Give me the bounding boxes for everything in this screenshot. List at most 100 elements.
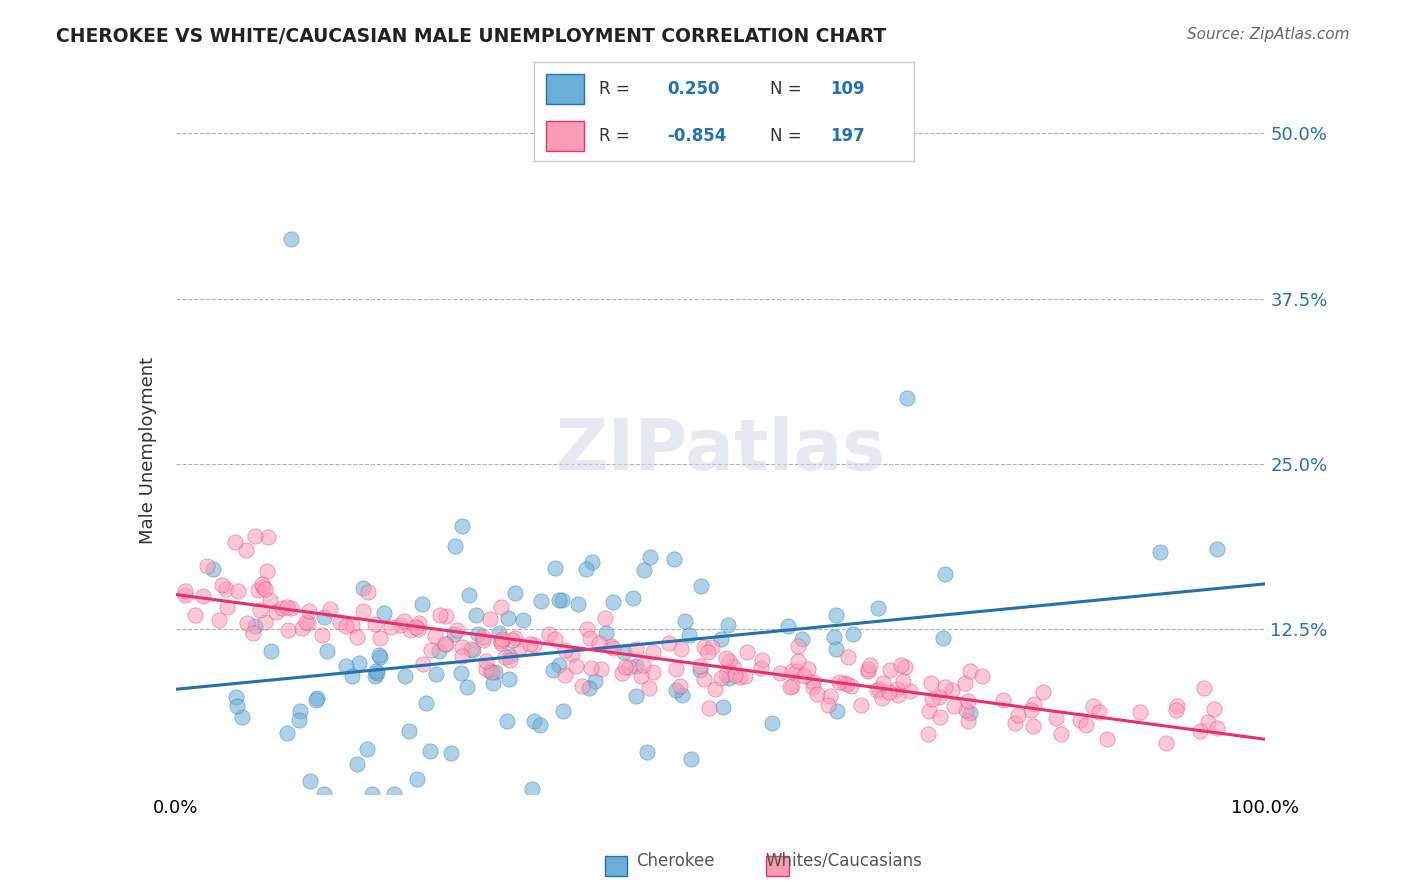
Whites/Caucasians (630, 668, 652, 682)
Whites/Caucasians (928, 690, 950, 705)
Text: Source: ZipAtlas.com: Source: ZipAtlas.com (1187, 27, 1350, 42)
Whites/Caucasians (388, 618, 411, 632)
Whites/Caucasians (886, 688, 908, 702)
Whites/Caucasians (419, 643, 441, 657)
Whites/Caucasians (408, 615, 430, 630)
Whites/Caucasians (226, 584, 249, 599)
Cherokee (231, 710, 253, 724)
Cherokee (689, 663, 711, 677)
Whites/Caucasians (208, 613, 231, 627)
Cherokee (1206, 542, 1229, 557)
Whites/Caucasians (1081, 698, 1104, 713)
Whites/Caucasians (491, 632, 513, 647)
Whites/Caucasians (751, 661, 773, 675)
Whites/Caucasians (434, 637, 457, 651)
Whites/Caucasians (929, 709, 952, 723)
Cherokee (548, 657, 571, 672)
Whites/Caucasians (1206, 721, 1229, 735)
Whites/Caucasians (665, 662, 688, 676)
Whites/Caucasians (1129, 705, 1152, 719)
Whites/Caucasians (735, 645, 758, 659)
Cherokee (633, 563, 655, 577)
Whites/Caucasians (859, 657, 882, 672)
Whites/Caucasians (769, 666, 792, 681)
Whites/Caucasians (610, 665, 633, 680)
Cherokee (346, 756, 368, 771)
Cherokee (551, 704, 574, 718)
Cherokee (678, 628, 700, 642)
Cherokee (415, 696, 437, 710)
Whites/Caucasians (352, 603, 374, 617)
Whites/Caucasians (298, 604, 321, 618)
Whites/Caucasians (247, 582, 270, 597)
Whites/Caucasians (849, 698, 872, 712)
Cherokee (425, 667, 447, 681)
Cherokee (718, 671, 741, 685)
Whites/Caucasians (724, 668, 747, 682)
Whites/Caucasians (631, 657, 654, 672)
Whites/Caucasians (253, 615, 276, 629)
Cherokee (671, 688, 693, 702)
Whites/Caucasians (537, 627, 560, 641)
Whites/Caucasians (886, 681, 908, 696)
Whites/Caucasians (494, 649, 516, 664)
Whites/Caucasians (658, 636, 681, 650)
Cherokee (458, 588, 481, 602)
Whites/Caucasians (405, 620, 427, 634)
Whites/Caucasians (451, 649, 474, 664)
Cherokee (366, 665, 388, 680)
Cherokee (370, 650, 392, 665)
Whites/Caucasians (252, 580, 274, 594)
Cherokee (512, 613, 534, 627)
Whites/Caucasians (264, 605, 287, 619)
FancyBboxPatch shape (546, 121, 583, 151)
Cherokee (245, 619, 267, 633)
Whites/Caucasians (380, 619, 402, 633)
Whites/Caucasians (472, 633, 495, 648)
Whites/Caucasians (872, 676, 894, 690)
Whites/Caucasians (898, 684, 921, 698)
Whites/Caucasians (1024, 697, 1046, 711)
Text: N =: N = (769, 80, 801, 98)
Cherokee (665, 683, 688, 698)
Cherokee (364, 669, 387, 683)
Whites/Caucasians (866, 683, 889, 698)
Cherokee (690, 579, 713, 593)
Whites/Caucasians (509, 640, 531, 655)
Cherokee (467, 626, 489, 640)
Whites/Caucasians (184, 607, 207, 622)
Whites/Caucasians (890, 658, 912, 673)
Cherokee (824, 608, 846, 623)
Whites/Caucasians (918, 704, 941, 718)
Whites/Caucasians (837, 650, 859, 665)
Cherokee (624, 689, 647, 703)
Whites/Caucasians (236, 615, 259, 630)
Cherokee (225, 699, 247, 714)
Whites/Caucasians (920, 675, 942, 690)
Cherokee (581, 555, 603, 569)
Cherokee (312, 610, 335, 624)
Cherokee (225, 690, 247, 705)
Whites/Caucasians (215, 582, 238, 596)
Whites/Caucasians (703, 682, 725, 697)
Cherokee (352, 581, 374, 595)
Whites/Caucasians (723, 659, 745, 673)
Cherokee (398, 723, 420, 738)
Whites/Caucasians (523, 638, 546, 652)
Whites/Caucasians (554, 642, 576, 657)
Text: Whites/Caucasians: Whites/Caucasians (765, 852, 922, 870)
Whites/Caucasians (543, 632, 565, 646)
Whites/Caucasians (593, 610, 616, 624)
Whites/Caucasians (429, 608, 451, 623)
Whites/Caucasians (253, 582, 276, 596)
Cherokee (456, 680, 478, 694)
Whites/Caucasians (714, 667, 737, 681)
Cherokee (776, 618, 799, 632)
Whites/Caucasians (423, 629, 446, 643)
Cherokee (823, 631, 845, 645)
Whites/Caucasians (801, 674, 824, 689)
Cherokee (662, 551, 685, 566)
Cherokee (583, 673, 606, 688)
Whites/Caucasians (1202, 701, 1225, 715)
Cherokee (595, 626, 617, 640)
